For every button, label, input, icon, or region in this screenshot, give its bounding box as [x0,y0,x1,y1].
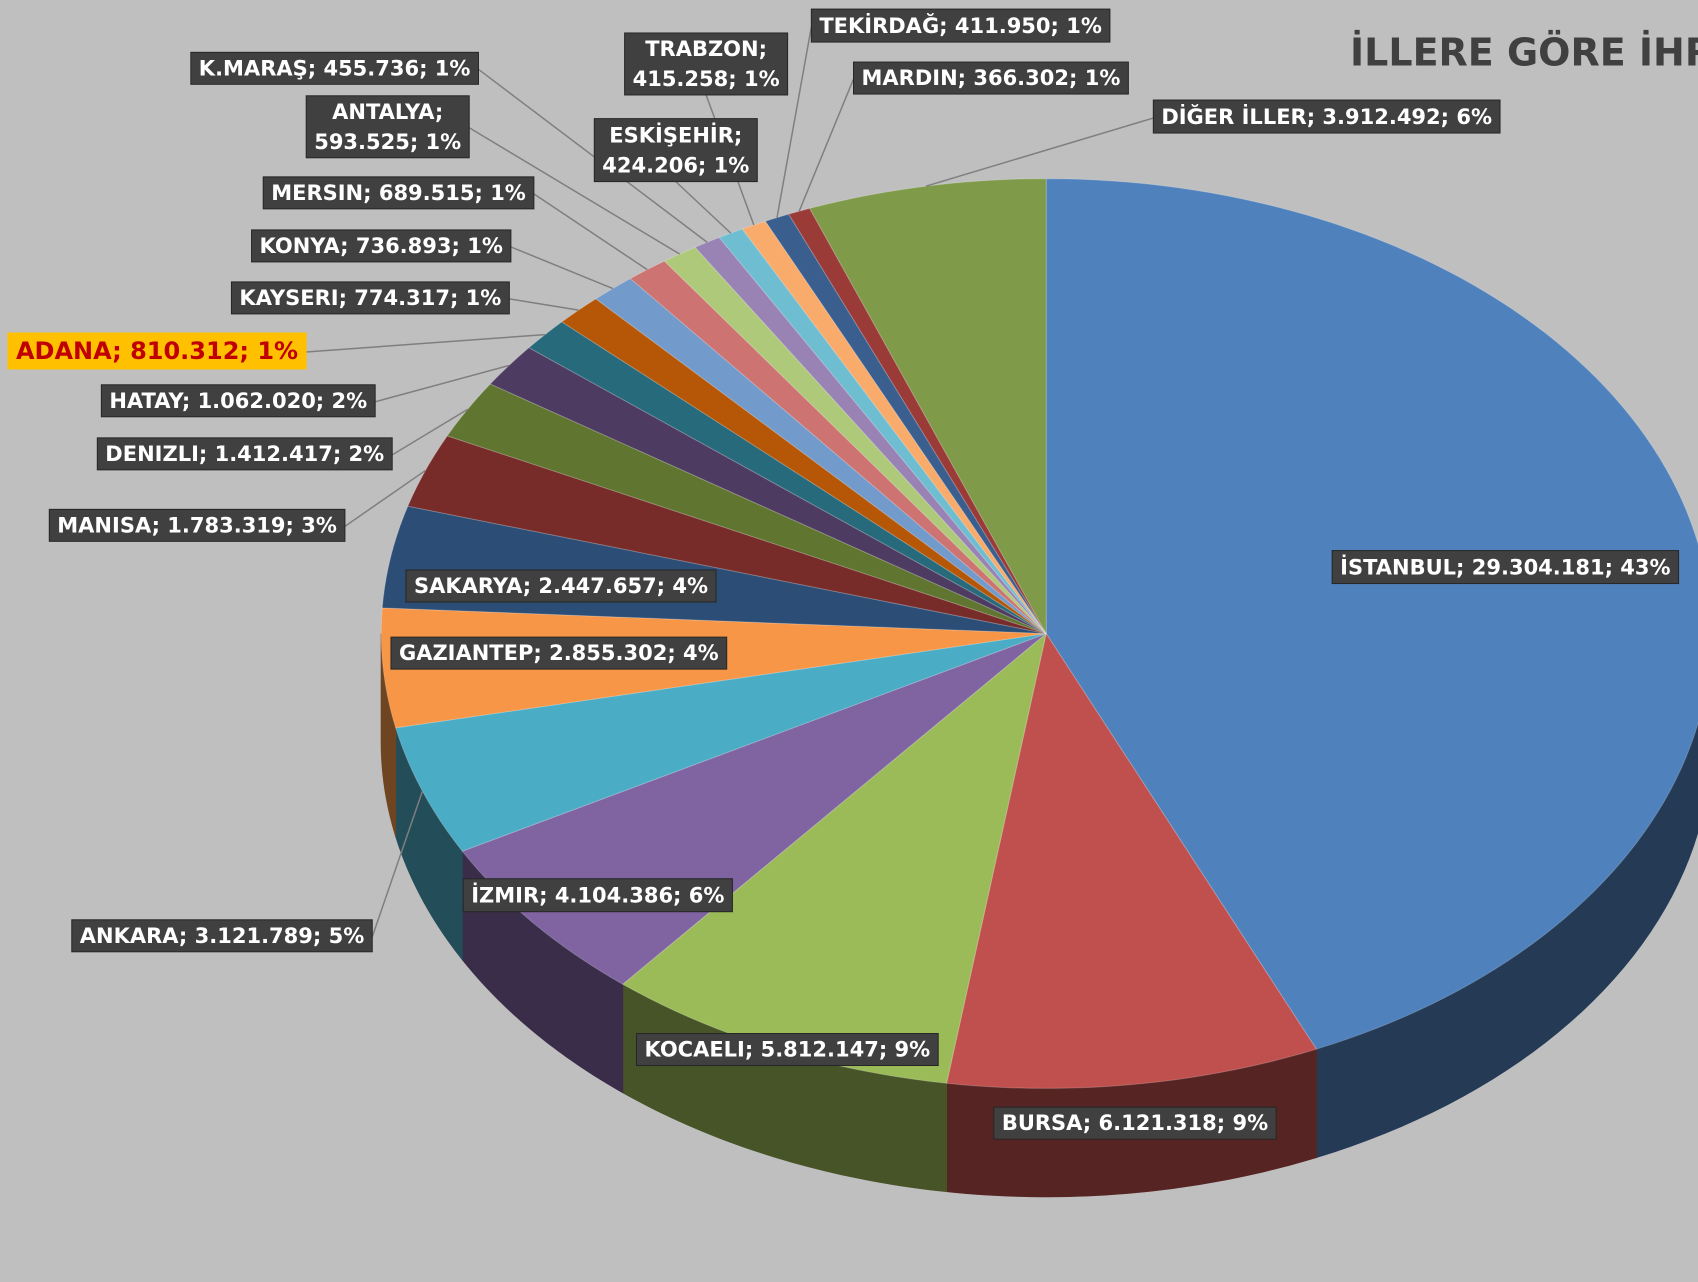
data-label-text: ANKARA; 3.121.789; 5% [80,924,364,948]
pie-slice [808,178,1047,636]
data-label-text: TEKİRDAĞ; 411.950; 1% [819,13,1102,38]
leader-line [344,469,426,527]
pie-slice [764,213,1047,634]
data-label-text: ESKİŞEHİR; 424.206; 1% [602,123,749,178]
data-label: MARDIN; 366.302; 1% [853,61,1129,95]
data-label-box [7,332,307,370]
data-label: ANTALYA; 593.525; 1% [305,95,470,159]
data-label: TRABZON; 415.258; 1% [624,32,789,96]
leader-line [675,181,732,234]
pie-slice [694,236,1047,634]
leader-line [468,127,681,255]
data-label-text: İSTANBUL; 29.304.181; 43% [1340,555,1670,580]
data-label-text: KAYSERI; 774.317; 1% [239,286,501,310]
data-label: K.MARAŞ; 455.736; 1% [190,51,479,85]
data-label: İZMIR; 4.104.386; 6% [462,878,733,913]
data-label: SAKARYA; 2.447.657; 4% [405,569,717,603]
data-label-box [190,51,479,85]
data-label-box [993,1106,1277,1140]
data-label-text: İZMIR; 4.104.386; 6% [471,883,724,908]
leader-line [533,193,648,271]
leader-line [391,408,468,456]
data-label: ADANA; 810.312; 1% [7,332,307,370]
data-label: DENIZLI; 1.412.417; 2% [96,437,393,471]
data-label-box [853,61,1129,95]
data-label-box [635,1033,939,1067]
leader-line [371,790,424,938]
leader-line [374,364,510,403]
data-label: İSTANBUL; 29.304.181; 43% [1331,550,1680,585]
pie-slice [407,435,1047,635]
data-label-text: GAZIANTEP; 2.855.302; 4% [399,641,719,665]
data-label-box [71,919,373,953]
chart-title: İLLERE GÖRE İHRA [1350,31,1698,75]
data-label-text: SAKARYA; 2.447.657; 4% [414,574,708,598]
data-label-text: TRABZON; 415.258; 1% [633,37,780,91]
data-label-text: MANISA; 1.783.319; 3% [57,513,337,537]
pie-slice [1045,178,1698,1050]
data-label-text: KOCAELI; 5.812.147; 9% [644,1038,930,1062]
data-label-box [262,176,535,210]
data-label-box [305,95,470,159]
data-label: MERSIN; 689.515; 1% [262,176,535,210]
data-label: HATAY; 1.062.020; 2% [100,384,376,418]
pie [380,178,1698,1198]
data-label: MANISA; 1.783.319; 3% [48,508,346,542]
pie-slice [395,633,1047,852]
data-label-text: HATAY; 1.062.020; 2% [109,389,367,413]
data-label: GAZIANTEP; 2.855.302; 4% [390,636,728,670]
leader-line [509,298,579,311]
data-label-text: K.MARAŞ; 455.736; 1% [199,56,471,80]
pie-slice [446,383,1047,635]
data-label-text: ADANA; 810.312; 1% [16,337,298,365]
leader-line [925,117,1154,187]
data-label-box [810,8,1111,43]
data-label: KAYSERI; 774.317; 1% [230,281,510,315]
data-label-box [624,32,789,96]
data-label-text: DENIZLI; 1.412.417; 2% [105,442,384,466]
data-label-text: MERSIN; 689.515; 1% [271,181,526,205]
data-label-box [96,437,393,471]
leader-line [510,246,614,290]
data-label-box [405,569,717,603]
data-label-box [1152,99,1501,134]
leader-line [776,26,813,218]
data-label-box [230,281,510,315]
data-label-box [48,508,346,542]
pie-side [380,633,397,837]
data-label-box [100,384,376,418]
data-label: KOCAELI; 5.812.147; 9% [635,1033,939,1067]
data-label-box [462,878,733,913]
leader-line [798,78,855,212]
pie-slice [663,246,1047,634]
data-label-box [251,229,512,263]
data-label: TEKİRDAĞ; 411.950; 1% [810,8,1111,43]
data-label: DİĞER İLLER; 3.912.492; 6% [1152,99,1501,134]
data-label-text: MARDIN; 366.302; 1% [862,66,1121,90]
data-label: ANKARA; 3.121.789; 5% [71,919,373,953]
data-label: ESKİŞEHİR; 424.206; 1% [593,118,758,183]
data-label-text: DİĞER İLLER; 3.912.492; 6% [1161,104,1492,129]
data-label-box [1331,550,1680,585]
leader-line [306,333,546,353]
pie-slice [945,632,1318,1089]
data-label-text: KONYA; 736.893; 1% [260,234,503,258]
data-label-text: ANTALYA; 593.525; 1% [314,100,461,154]
data-label: KONYA; 736.893; 1% [251,229,512,263]
data-label-box [593,118,758,183]
data-label-box [390,636,728,670]
leader-line [478,68,708,243]
pie-slice [489,347,1047,635]
data-label: BURSA; 6.121.318; 9% [993,1106,1277,1140]
data-label-text: BURSA; 6.121.318; 9% [1002,1111,1268,1135]
